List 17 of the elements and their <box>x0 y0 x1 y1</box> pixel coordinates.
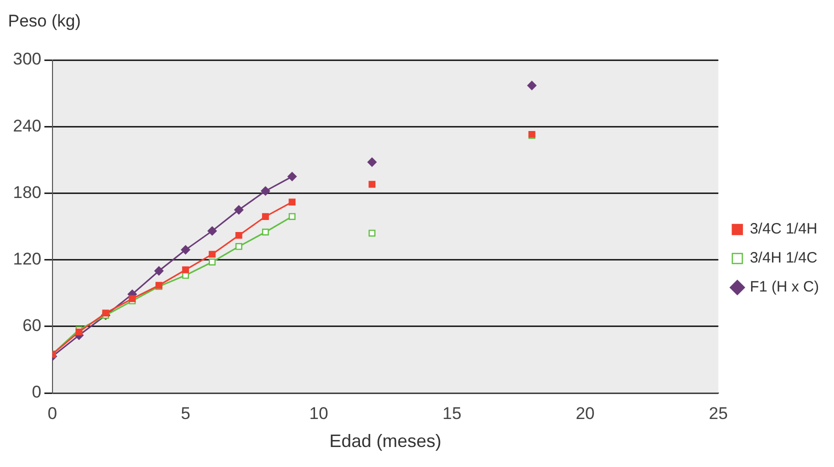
y-tick-label: 120 <box>12 249 42 268</box>
y-axis-title: Peso (kg) <box>8 12 81 31</box>
y-tick-label: 60 <box>22 316 42 336</box>
x-tick-label: 0 <box>48 404 58 423</box>
x-tick-label: 15 <box>442 404 462 423</box>
x-tick-label: 25 <box>708 404 728 423</box>
legend-label: 3/4C 1/4H <box>750 220 818 238</box>
legend-label: 3/4H 1/4C <box>750 250 818 267</box>
y-tick-label: 300 <box>12 50 42 69</box>
legend-label: F1 (H x C) <box>750 278 820 296</box>
y-tick-label: 180 <box>12 182 42 202</box>
x-tick-label: 20 <box>576 404 595 423</box>
y-tick-label: 240 <box>12 116 42 136</box>
x-tick-label: 10 <box>309 404 328 423</box>
x-tick-label: 5 <box>180 404 190 423</box>
x-axis-title: Edad (meses) <box>329 431 442 452</box>
y-tick-label: 0 <box>32 382 42 402</box>
